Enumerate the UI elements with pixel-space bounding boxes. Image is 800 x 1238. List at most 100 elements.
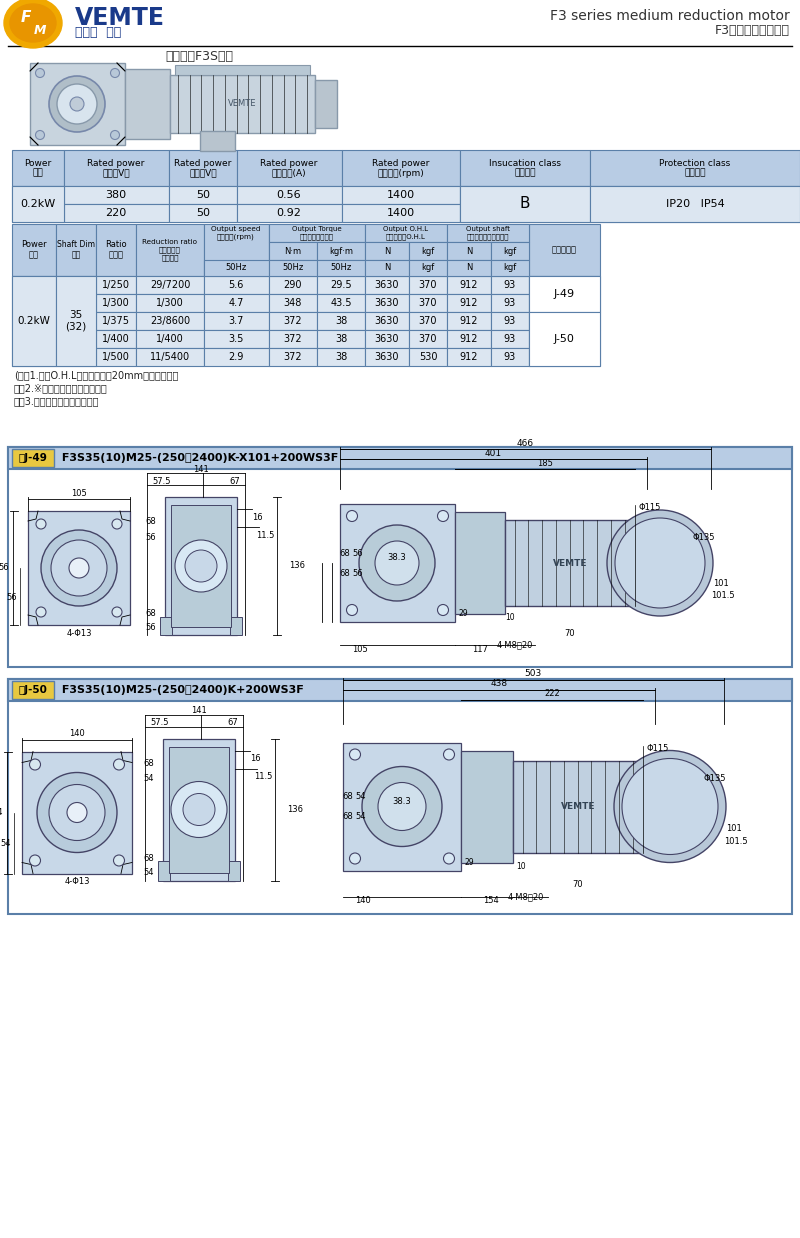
Text: 29: 29 [464, 858, 474, 867]
Bar [204, 312, 269, 331]
Bar [204, 276, 269, 293]
Text: Power
功率: Power 功率 [21, 240, 47, 260]
Text: VEMTE: VEMTE [553, 558, 587, 567]
Text: 29: 29 [458, 609, 468, 619]
Bar [8, 678, 792, 701]
Bar [163, 739, 235, 880]
Text: 圖J-50: 圖J-50 [18, 685, 47, 695]
Circle shape [438, 510, 449, 521]
Bar [590, 186, 800, 204]
Text: 93: 93 [504, 334, 516, 344]
Bar [447, 293, 491, 312]
Text: 1400: 1400 [387, 208, 415, 218]
Text: 370: 370 [418, 334, 438, 344]
Bar [8, 678, 792, 914]
Text: 4-Φ13: 4-Φ13 [66, 629, 92, 638]
Text: 16: 16 [250, 754, 260, 763]
Text: F3 series medium reduction motor: F3 series medium reduction motor [550, 9, 790, 24]
Text: F: F [21, 10, 31, 26]
Circle shape [67, 802, 87, 822]
Bar [315, 80, 337, 128]
Bar [365, 224, 447, 241]
Bar [505, 520, 635, 605]
Bar [409, 260, 447, 276]
Bar [317, 224, 365, 276]
Text: 401: 401 [485, 448, 502, 458]
Text: 912: 912 [460, 352, 478, 361]
Bar [365, 224, 409, 276]
Text: 2.※標記為轉矩力受限機型。: 2.※標記為轉矩力受限機型。 [14, 383, 108, 392]
Text: 29/7200: 29/7200 [150, 280, 190, 290]
Text: 93: 93 [504, 280, 516, 290]
Bar [365, 276, 409, 293]
Bar [64, 186, 169, 204]
Bar [169, 747, 229, 873]
Text: VEMTE: VEMTE [561, 802, 595, 811]
Text: 43.5: 43.5 [330, 298, 352, 308]
Text: 3630: 3630 [374, 352, 399, 361]
Circle shape [185, 550, 217, 582]
Circle shape [114, 759, 125, 770]
Text: 93: 93 [504, 298, 516, 308]
Bar [96, 331, 136, 348]
Bar [12, 186, 64, 222]
Bar [491, 241, 529, 260]
Bar [204, 224, 269, 276]
Bar [64, 150, 169, 186]
Text: 圖J-49: 圖J-49 [18, 453, 47, 463]
Text: 1/400: 1/400 [156, 334, 184, 344]
Bar [56, 312, 96, 331]
Text: F3S35(10)M25-(250＾2400)K-X101+200WS3F: F3S35(10)M25-(250＾2400)K-X101+200WS3F [58, 453, 338, 463]
Text: 348: 348 [284, 298, 302, 308]
Text: 56: 56 [146, 623, 156, 631]
Bar [317, 276, 365, 293]
Text: 140: 140 [355, 896, 371, 905]
Text: 93: 93 [504, 352, 516, 361]
Bar [447, 260, 491, 276]
Bar [269, 348, 317, 366]
Text: VEMTE: VEMTE [228, 99, 256, 109]
Text: 54: 54 [144, 868, 154, 877]
Bar [269, 293, 317, 312]
Text: 11.5: 11.5 [254, 773, 272, 781]
Text: 4-Φ13: 4-Φ13 [64, 877, 90, 886]
Text: 0.56: 0.56 [277, 189, 302, 201]
Bar [22, 751, 132, 874]
Circle shape [35, 130, 45, 140]
Bar [204, 260, 269, 276]
Text: 220: 220 [106, 208, 126, 218]
Text: 57.5: 57.5 [153, 477, 171, 485]
Bar [342, 150, 460, 186]
Circle shape [438, 604, 449, 615]
Bar [8, 447, 792, 667]
Bar [269, 331, 317, 348]
Bar [409, 224, 447, 276]
Text: Output Torque
輸出軸容許轉矩力: Output Torque 輸出軸容許轉矩力 [292, 227, 342, 240]
Bar [590, 150, 800, 186]
Text: Insucation class: Insucation class [489, 158, 561, 167]
Bar [365, 331, 409, 348]
Text: 912: 912 [460, 334, 478, 344]
Text: 68: 68 [340, 568, 350, 577]
Text: 67: 67 [228, 718, 238, 727]
Bar [365, 293, 409, 312]
Text: Φ115: Φ115 [647, 744, 669, 753]
Text: 16: 16 [252, 513, 262, 521]
Bar [96, 224, 136, 276]
Bar [204, 293, 269, 312]
Circle shape [346, 604, 358, 615]
Bar [317, 260, 365, 276]
Bar [491, 260, 529, 276]
Text: 4-M8深20: 4-M8深20 [497, 640, 533, 650]
Bar [96, 312, 136, 331]
Text: 38.3: 38.3 [393, 797, 411, 806]
Bar [56, 276, 96, 293]
Text: 56: 56 [146, 532, 156, 541]
Text: 68: 68 [144, 759, 154, 768]
Bar [529, 312, 600, 331]
Bar [237, 150, 342, 186]
Bar [447, 224, 491, 276]
Circle shape [183, 794, 215, 826]
Bar [56, 224, 96, 276]
Text: 68: 68 [340, 548, 350, 557]
